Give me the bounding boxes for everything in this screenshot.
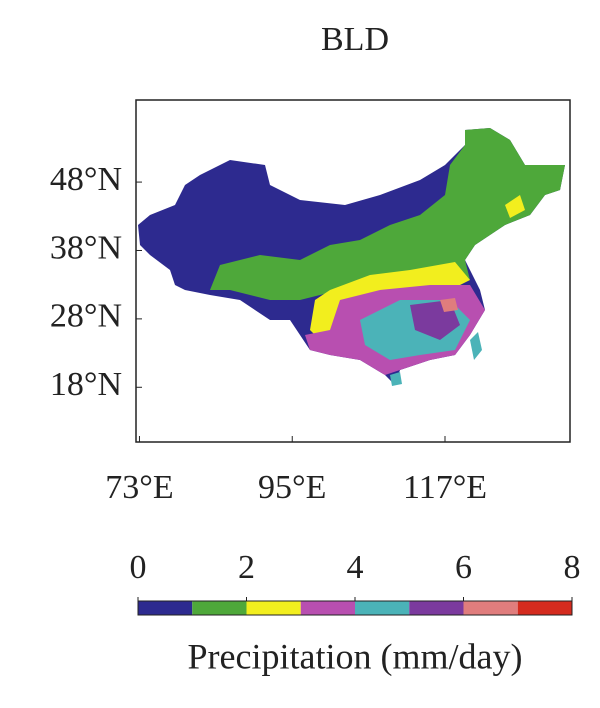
colorbar-tick-label: 8 <box>564 549 581 586</box>
colorbar-segment <box>300 601 355 615</box>
map-shapes <box>138 128 565 386</box>
colorbar-tick-label: 6 <box>455 549 472 586</box>
colorbar-label: Precipitation (mm/day) <box>188 636 523 676</box>
region-green <box>210 128 565 300</box>
x-tick-label: 73°E <box>105 469 173 506</box>
island <box>470 332 482 360</box>
colorbar-segment <box>246 601 301 615</box>
colorbar-segment <box>409 601 464 615</box>
colorbar-tick-label: 4 <box>347 549 364 586</box>
region-pink <box>440 298 458 312</box>
x-tick-label: 117°E <box>403 469 487 506</box>
x-tick-label: 95°E <box>258 469 326 506</box>
map-frame <box>135 99 571 443</box>
y-tick-label: 28°N <box>50 298 122 335</box>
colorbar-segment <box>138 601 193 615</box>
island <box>390 372 402 386</box>
region-yellow <box>310 262 470 340</box>
colorbar-segment <box>517 601 572 615</box>
colorbar-segment <box>192 601 247 615</box>
y-tick-label: 38°N <box>50 229 122 266</box>
region-yellow <box>505 195 525 218</box>
y-tick-label: 48°N <box>50 161 122 198</box>
map-title: BLD <box>321 21 389 58</box>
y-tick-label: 18°N <box>50 366 122 403</box>
colorbar-segment <box>355 601 410 615</box>
colorbar-segment <box>463 601 518 615</box>
colorbar-tick-label: 0 <box>130 549 147 586</box>
colorbar-tick-label: 2 <box>238 549 255 586</box>
